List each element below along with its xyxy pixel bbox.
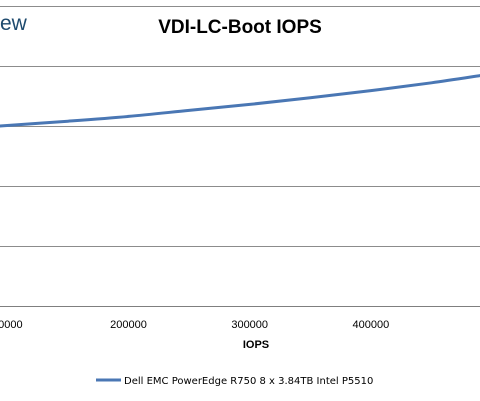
legend: Dell EMC PowerEdge R750 8 x 3.84TB Intel… xyxy=(96,376,373,387)
x-tick-label: 300000 xyxy=(231,319,268,331)
brand-logo-fragment: ew xyxy=(0,12,28,35)
x-axis-label: IOPS xyxy=(243,339,269,351)
x-axis-ticks: 00000 200000 300000 400000 xyxy=(0,319,389,331)
series-group xyxy=(0,74,480,128)
legend-label: Dell EMC PowerEdge R750 8 x 3.84TB Intel… xyxy=(124,376,373,387)
x-tick-label: 400000 xyxy=(353,319,390,331)
gridlines xyxy=(0,6,480,307)
series-line-0 xyxy=(0,74,480,128)
chart-title: VDI-LC-Boot IOPS xyxy=(158,17,322,38)
x-tick-label: 00000 xyxy=(0,319,23,331)
x-tick-label: 200000 xyxy=(110,319,147,331)
